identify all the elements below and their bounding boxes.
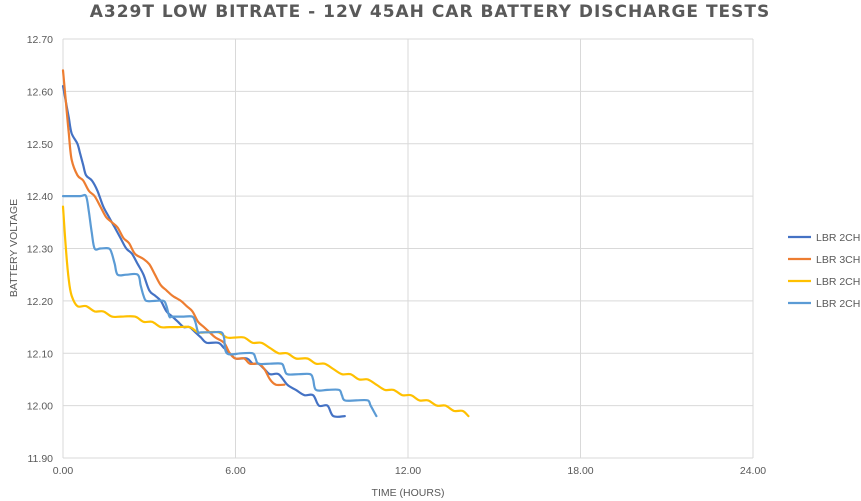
legend-label: LBR 2CH — [816, 232, 860, 244]
y-axis-label: BATTERY VOLTAGE — [8, 199, 20, 297]
x-tick-label: 6.00 — [225, 465, 246, 477]
y-tick-label: 12.10 — [27, 348, 53, 360]
legend-label: LBR 2CH — [816, 298, 860, 310]
y-axis-ticks: 11.90 12.00 12.10 12.20 12.30 12.40 12.50 12.60… — [27, 34, 53, 465]
y-tick-label: 11.90 — [28, 453, 54, 465]
x-tick-label: 12.00 — [395, 465, 421, 477]
x-tick-label: 0.00 — [53, 465, 74, 477]
y-tick-label: 12.00 — [27, 401, 53, 413]
y-tick-label: 12.50 — [27, 139, 53, 151]
series-line-3 — [61, 205, 470, 418]
grid-lines — [62, 38, 754, 459]
series-line-1 — [61, 85, 346, 418]
legend-label: LBR 3CH — [816, 254, 860, 266]
x-axis-ticks: 0.00 6.00 12.00 18.00 24.00 — [53, 465, 767, 477]
y-tick-label: 12.40 — [27, 191, 53, 203]
x-tick-label: 18.00 — [567, 465, 593, 477]
series-line-2 — [61, 69, 286, 387]
y-tick-label: 12.30 — [27, 244, 53, 256]
x-axis-label: TIME (HOURS) — [372, 487, 445, 499]
chart-title: A329T LOW BITRATE - 12V 45AH CAR BATTERY… — [90, 2, 771, 22]
y-tick-label: 12.70 — [27, 34, 53, 46]
y-tick-label: 12.60 — [27, 86, 53, 98]
legend-label: LBR 2CH — [816, 276, 860, 288]
legend: LBR 2CH LBR 3CH LBR 2CH LBR 2CH — [788, 232, 860, 310]
y-tick-label: 12.20 — [27, 296, 53, 308]
series-line-4 — [61, 193, 378, 418]
series-lines — [61, 69, 470, 418]
x-tick-label: 24.00 — [740, 465, 766, 477]
